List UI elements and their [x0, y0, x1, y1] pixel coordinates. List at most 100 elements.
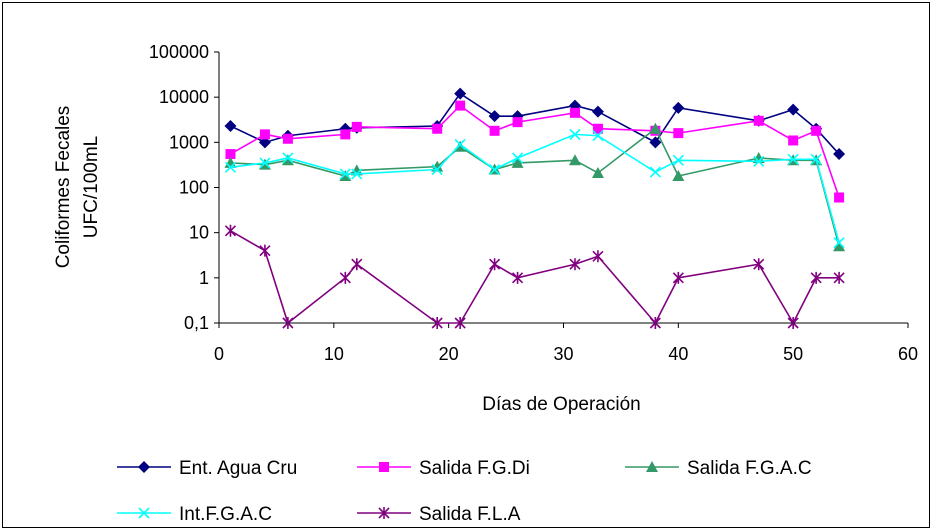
data-point — [834, 192, 845, 203]
data-point — [591, 166, 604, 178]
x-tick-label: 40 — [668, 344, 688, 364]
data-point — [753, 258, 765, 271]
y-tick-label: 10000 — [159, 87, 209, 107]
x-tick-label: 10 — [324, 344, 344, 364]
data-point — [591, 105, 604, 118]
data-point — [672, 101, 685, 114]
data-point — [282, 152, 294, 164]
data-point — [810, 153, 822, 165]
data-point — [511, 156, 524, 168]
data-point — [489, 125, 500, 136]
series-layer — [224, 87, 846, 329]
data-point — [649, 122, 662, 134]
data-point — [672, 154, 684, 166]
legend-marker — [138, 461, 150, 473]
data-point — [454, 317, 466, 329]
legend-item: Salida F.L.A — [357, 504, 521, 525]
y-tick-label: 100000 — [149, 42, 209, 62]
data-point — [454, 140, 467, 152]
y-tick-label: 100 — [179, 178, 209, 198]
data-point — [488, 110, 501, 123]
data-point — [649, 136, 662, 149]
data-point — [512, 271, 524, 284]
series-line — [230, 92, 840, 155]
data-point — [752, 151, 765, 163]
data-point — [649, 317, 661, 329]
data-point — [224, 224, 237, 237]
data-point — [225, 149, 236, 160]
series-4 — [224, 128, 845, 249]
data-point — [431, 163, 443, 176]
x-tick-label: 30 — [553, 344, 573, 364]
data-point — [592, 130, 604, 142]
x-tick-label: 50 — [783, 344, 803, 364]
data-point — [282, 317, 294, 329]
data-point — [673, 128, 684, 139]
data-point — [592, 250, 604, 263]
data-point — [569, 258, 581, 271]
data-point — [512, 152, 524, 164]
data-point — [350, 164, 363, 176]
legend-label: Salida F.L.A — [419, 504, 521, 525]
y-tick-label: 10 — [189, 223, 209, 243]
data-point — [339, 122, 352, 135]
data-point — [753, 155, 765, 167]
legend-marker — [138, 507, 150, 519]
legend-label: Ent. Agua Cru — [179, 458, 297, 479]
legend-item: Salida F.G.Di — [357, 458, 530, 479]
data-point — [833, 240, 846, 252]
data-point — [340, 129, 351, 140]
x-tick-label: 60 — [898, 344, 918, 364]
data-point — [672, 271, 684, 284]
x-tick-label: 20 — [439, 344, 459, 364]
data-point — [339, 271, 351, 284]
legend-marker — [646, 461, 658, 472]
data-point — [224, 161, 237, 173]
series-5 — [224, 224, 845, 329]
data-point — [259, 244, 271, 257]
legend-label: Int.F.G.A.C — [179, 504, 272, 525]
legend-item: Ent. Agua Cru — [117, 458, 297, 479]
y-axis-title-line2: UFC/100mL — [81, 136, 102, 238]
data-point — [282, 133, 293, 144]
data-point — [811, 125, 822, 136]
data-point — [788, 135, 799, 146]
y-tick-label: 0,1 — [184, 313, 209, 333]
data-point — [568, 154, 581, 166]
series-1 — [224, 87, 846, 161]
data-point — [224, 119, 237, 132]
axes: 0,1 1 10 100 1000 10000 100000 0 10 20 30 40 50 60 Día… — [53, 42, 918, 415]
series-3 — [224, 122, 846, 252]
y-tick-label: 1 — [199, 268, 209, 288]
data-point — [339, 169, 352, 181]
data-point — [569, 128, 581, 140]
data-point — [259, 129, 270, 140]
data-point — [569, 107, 580, 118]
data-point — [787, 317, 799, 329]
y-tick-label: 1000 — [169, 132, 209, 152]
data-point — [833, 271, 845, 284]
data-point — [281, 154, 294, 166]
data-point — [351, 121, 362, 132]
legend-label: Salida F.G.Di — [419, 458, 530, 479]
legend-label: Salida F.G.A.C — [687, 458, 812, 479]
legend-item: Salida F.G.A.C — [625, 458, 812, 479]
x-axis-title: Días de Operación — [482, 394, 640, 415]
series-line — [230, 230, 840, 325]
data-point — [810, 271, 822, 284]
data-point — [259, 157, 271, 169]
data-point — [454, 138, 466, 150]
y-axis-title-line1: Coliformes Fecales — [53, 106, 74, 269]
data-point — [351, 258, 363, 271]
data-point — [787, 103, 800, 116]
data-point — [431, 317, 443, 329]
data-point — [431, 160, 444, 172]
data-point — [833, 237, 845, 249]
legend-marker — [378, 507, 390, 519]
legend-marker — [379, 462, 389, 472]
data-point — [512, 117, 523, 128]
data-point — [432, 123, 443, 134]
series-line — [230, 127, 840, 247]
data-point — [672, 169, 685, 181]
